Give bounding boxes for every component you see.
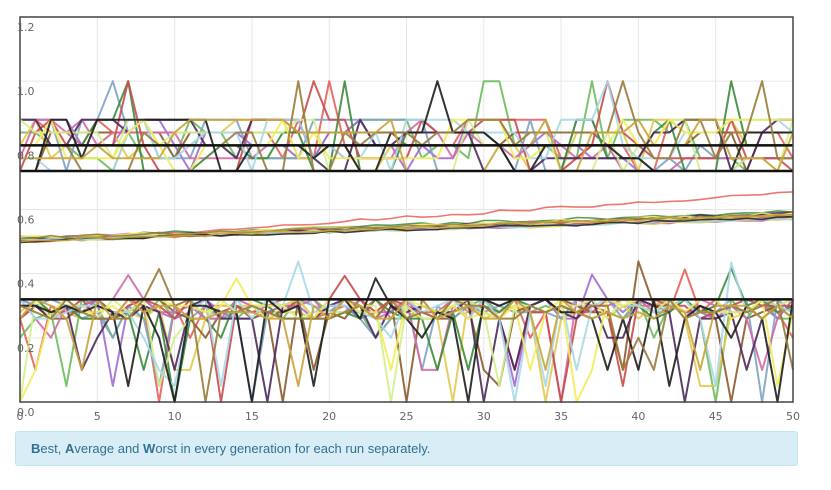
- x-tick-label: 15: [245, 410, 259, 423]
- caption-best-rest: est,: [40, 441, 65, 456]
- caption-worst-initial: W: [143, 441, 156, 456]
- caption-worst-rest: orst in every generation for each run se…: [155, 441, 431, 456]
- caption-average-rest: verage and: [74, 441, 144, 456]
- y-tick-label: 1.0: [17, 85, 35, 98]
- fitness-chart-svg: 0 5 10 15 20 25 30 35 40 45 50 0.0 0.2 0.4 0.6 0.8 1.0 1.…: [17, 16, 801, 423]
- best-series-line: [20, 80, 793, 172]
- x-tick-label: 20: [322, 410, 336, 423]
- chart-caption: Best, Average and Worst in every generat…: [15, 431, 798, 466]
- caption-average-initial: A: [64, 441, 75, 456]
- fitness-chart: 0 5 10 15 20 25 30 35 40 45 50 0.0 0.2 0.4 0.6 0.8 1.0 1.…: [17, 16, 801, 423]
- y-tick-label: 0.2: [17, 342, 35, 355]
- x-tick-label: 10: [168, 410, 182, 423]
- worst-series-line: [19, 268, 794, 403]
- x-tick-label: 45: [709, 410, 723, 423]
- worst-series-line: [19, 298, 794, 403]
- y-tick-label: 0.6: [17, 214, 35, 227]
- x-tick-label: 40: [631, 410, 645, 423]
- plot-frame: [19, 16, 794, 403]
- x-tick-label: 0: [17, 410, 24, 423]
- y-tick-label: 1.2: [17, 21, 35, 34]
- y-tick-label: 0.0: [17, 406, 35, 419]
- y-tick-label: 0.8: [17, 149, 35, 162]
- x-tick-label: 25: [400, 410, 414, 423]
- x-tick-label: 5: [94, 410, 101, 423]
- x-tick-label: 30: [477, 410, 491, 423]
- average-series-line: [19, 210, 794, 239]
- caption-best-initial: B: [31, 441, 41, 456]
- x-tick-label: 35: [554, 410, 568, 423]
- average-series-line: [19, 213, 794, 243]
- tick-labels: 0 5 10 15 20 25 30 35 40 45 50 0.0 0.2 0.4 0.6 0.8 1.0 1.…: [17, 21, 801, 423]
- average-series-line: [19, 216, 794, 244]
- y-tick-label: 0.4: [17, 278, 35, 291]
- axes: [19, 16, 794, 403]
- x-tick-label: 50: [786, 410, 800, 423]
- best-series-line: [20, 118, 793, 172]
- reference-lines: [20, 144, 793, 301]
